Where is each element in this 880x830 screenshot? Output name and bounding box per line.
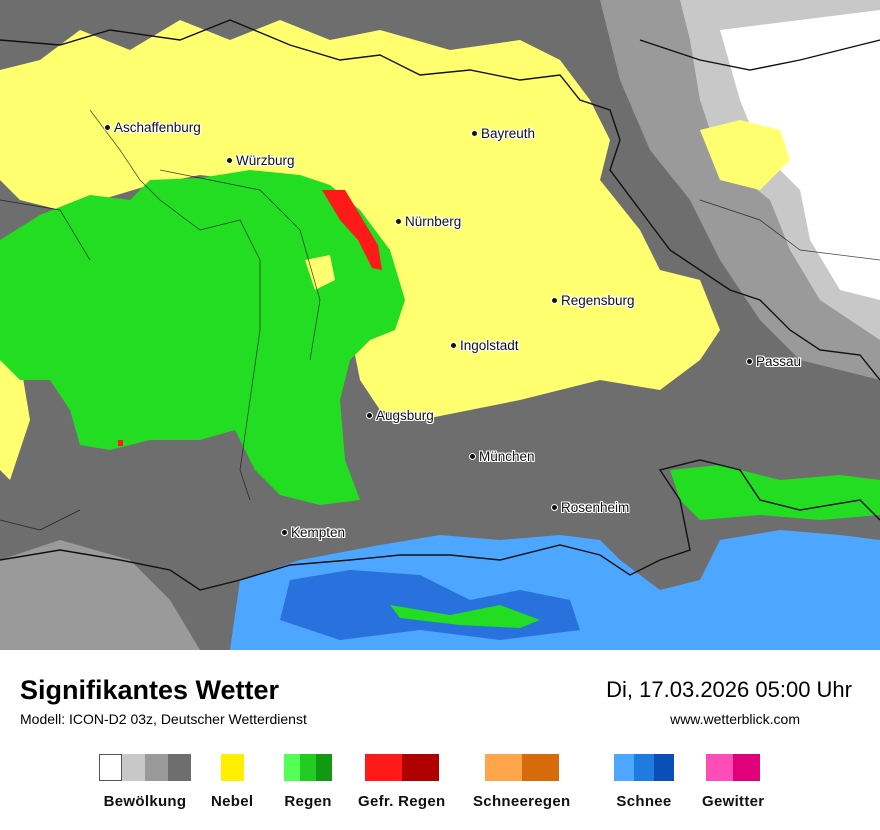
legend-label: Schneeregen xyxy=(473,793,571,810)
legend-swatches xyxy=(706,754,761,781)
country-border-east xyxy=(639,39,880,71)
model-info: Modell: ICON-D2 03z, Deutscher Wetterdie… xyxy=(20,711,307,727)
city-dot xyxy=(471,130,478,137)
map-footer: Signifikantes Wetter Modell: ICON-D2 03z… xyxy=(0,650,880,830)
city-label: Nürnberg xyxy=(405,214,462,229)
country-border-south xyxy=(0,459,880,591)
city-marker: Ingolstadt xyxy=(450,338,519,353)
state-border-3 xyxy=(0,199,91,261)
city-marker: Rosenheim xyxy=(551,500,629,515)
city-marker: Nürnberg xyxy=(395,214,461,229)
city-dot xyxy=(281,529,288,536)
legend-regen: Regen xyxy=(284,754,332,810)
fog-patch-w xyxy=(0,350,30,480)
legend-swatch xyxy=(99,754,122,781)
legend-label: Schnee xyxy=(616,793,672,810)
legend-swatch xyxy=(634,754,654,781)
city-marker: Aschaffenburg xyxy=(104,120,201,135)
city-label: Würzburg xyxy=(236,153,295,168)
legend-swatch xyxy=(168,754,191,781)
city-dot xyxy=(366,412,373,419)
city-dot xyxy=(746,358,753,365)
city-dot xyxy=(450,342,457,349)
city-label: Augsburg xyxy=(376,408,434,423)
cloud-mid-sw xyxy=(0,540,200,650)
forecast-datetime: Di, 17.03.2026 05:00 Uhr xyxy=(606,677,852,702)
legend-label: Bewölkung xyxy=(103,793,187,810)
city-dot xyxy=(395,218,402,225)
legend-swatch xyxy=(401,754,439,781)
legend-swatch xyxy=(654,754,674,781)
legend-schneeregen: Schneeregen xyxy=(473,754,571,810)
city-label: Kempten xyxy=(291,525,346,540)
state-border-4 xyxy=(699,199,880,261)
legend-swatches xyxy=(614,754,674,781)
legend-swatch xyxy=(733,754,761,781)
city-marker: Regensburg xyxy=(551,293,635,308)
city-dot xyxy=(551,297,558,304)
city-marker: Bayreuth xyxy=(471,126,535,141)
legend-swatches xyxy=(484,754,559,781)
city-dot xyxy=(469,453,476,460)
city-label: Ingolstadt xyxy=(460,338,519,353)
legend-swatch xyxy=(484,754,522,781)
city-dot xyxy=(226,157,233,164)
legend-swatches xyxy=(284,754,332,781)
weather-map: Aschaffenburg Würzburg Bayreuth Nürnberg… xyxy=(0,0,880,650)
state-border-2 xyxy=(159,169,321,361)
city-label: Rosenheim xyxy=(561,500,630,515)
city-label: Bayreuth xyxy=(481,126,536,141)
legend-label: Nebel xyxy=(211,793,254,810)
website-link[interactable]: www.wetterblick.com xyxy=(670,711,800,727)
city-label: München xyxy=(479,449,535,464)
legend-swatch xyxy=(145,754,168,781)
city-marker: Kempten xyxy=(281,525,345,540)
city-marker: Augsburg xyxy=(366,408,434,423)
rain-light xyxy=(305,255,335,290)
legend-swatch xyxy=(300,754,316,781)
legend-swatch xyxy=(706,754,734,781)
weather-layer xyxy=(0,0,880,650)
rain-band-alps xyxy=(390,605,540,628)
city-label: Aschaffenburg xyxy=(114,120,201,135)
legend-label: Regen xyxy=(284,793,332,810)
fog-patch-ne xyxy=(700,120,790,190)
legend-gewitter: Gewitter xyxy=(702,754,764,810)
rain-area xyxy=(0,170,405,505)
map-title: Signifikantes Wetter xyxy=(20,675,280,705)
freezing-rain-dot xyxy=(118,440,123,446)
legend-swatch xyxy=(614,754,634,781)
rain-patch-se xyxy=(670,465,880,520)
legend-swatch xyxy=(284,754,300,781)
city-dot xyxy=(551,504,558,511)
freezing-rain-area xyxy=(322,190,382,270)
legend-swatches xyxy=(364,754,439,781)
city-dot xyxy=(104,124,111,131)
legend-swatches xyxy=(99,754,191,781)
city-label: Regensburg xyxy=(561,293,635,308)
state-border-5 xyxy=(0,509,81,531)
clear-area xyxy=(720,10,880,300)
legend-bewoelkung: Bewölkung xyxy=(99,754,191,810)
city-label: Passau xyxy=(756,354,802,369)
city-marker: Würzburg xyxy=(226,153,295,168)
legend-label: Gefr. Regen xyxy=(358,793,446,810)
state-border-1 xyxy=(89,109,261,501)
legend-label: Gewitter xyxy=(702,793,765,810)
country-border-north xyxy=(0,19,880,381)
city-marker: Passau xyxy=(746,354,801,369)
legend-swatches xyxy=(220,754,244,781)
legend-nebel: Nebel xyxy=(211,754,253,810)
legend-swatch xyxy=(122,754,145,781)
legend-swatch xyxy=(364,754,402,781)
legend-swatch xyxy=(521,754,559,781)
city-marker: München xyxy=(469,449,535,464)
legend-gefr-regen: Gefr. Regen xyxy=(358,754,446,810)
legend-swatch xyxy=(316,754,332,781)
legend-schnee: Schnee xyxy=(614,754,674,810)
legend-swatch xyxy=(220,754,244,781)
